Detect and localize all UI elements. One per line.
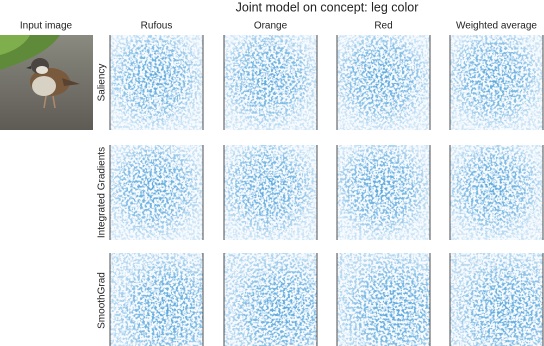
saliency-map — [109, 253, 204, 346]
input-label: Input image — [20, 21, 73, 32]
saliency-map — [109, 35, 204, 130]
saliency-map — [336, 145, 431, 240]
column-label: Orange — [254, 21, 288, 32]
saliency-map — [336, 253, 431, 346]
input-image — [0, 35, 93, 130]
saliency-map — [449, 145, 544, 240]
column-label: Weighted average — [456, 21, 537, 32]
saliency-map — [336, 35, 431, 130]
saliency-map — [223, 35, 318, 130]
row-label: Integrated Gradients — [97, 147, 108, 238]
saliency-map — [223, 145, 318, 240]
column-label: Red — [374, 21, 392, 32]
column-label: Rufous — [141, 21, 173, 32]
figure-title: Joint model on concept: leg color — [236, 0, 419, 14]
row-label: Saliency — [97, 64, 108, 102]
row-label: SmoothGrad — [97, 272, 108, 329]
saliency-map — [223, 253, 318, 346]
saliency-map — [449, 253, 544, 346]
saliency-map — [109, 145, 204, 240]
saliency-map — [449, 35, 544, 130]
